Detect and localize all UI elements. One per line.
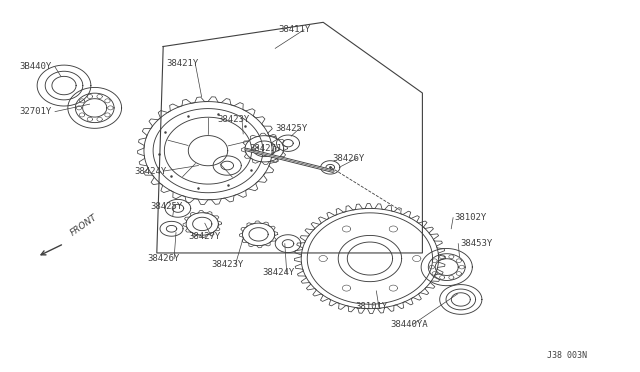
- Text: 38423Y: 38423Y: [211, 260, 243, 269]
- Text: 38411Y: 38411Y: [278, 25, 310, 34]
- Text: 38102Y: 38102Y: [454, 213, 486, 222]
- Text: 3B440Y: 3B440Y: [19, 62, 51, 71]
- Text: 38440YA: 38440YA: [390, 320, 428, 329]
- Text: J38 003N: J38 003N: [547, 351, 588, 360]
- Text: 38453Y: 38453Y: [461, 239, 493, 248]
- Text: 38427Y: 38427Y: [189, 232, 221, 241]
- Text: 38423Y: 38423Y: [218, 115, 250, 124]
- Text: 38426Y: 38426Y: [333, 154, 365, 163]
- Text: 38421Y: 38421Y: [166, 59, 198, 68]
- Text: 32701Y: 32701Y: [19, 107, 51, 116]
- Text: 38425Y: 38425Y: [275, 124, 307, 133]
- Text: 38424Y: 38424Y: [134, 167, 166, 176]
- Text: 38427J: 38427J: [250, 144, 282, 153]
- Text: 38424Y: 38424Y: [262, 268, 294, 277]
- Text: 38425Y: 38425Y: [150, 202, 182, 211]
- Text: 38101Y: 38101Y: [355, 302, 387, 311]
- Text: 38426Y: 38426Y: [147, 254, 179, 263]
- Text: FRONT: FRONT: [69, 212, 99, 237]
